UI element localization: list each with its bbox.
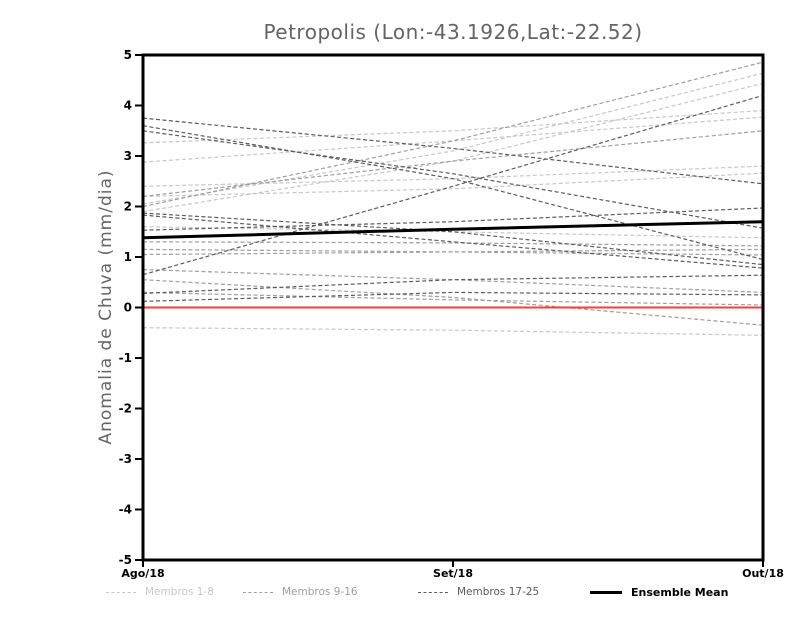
dashed-line-swatch — [418, 591, 448, 593]
member-line-member-4 — [142, 82, 764, 213]
member-line-member-16 — [142, 291, 764, 306]
y-tick-label: 2 — [124, 200, 132, 214]
x-tick-label: Out/18 — [742, 567, 784, 580]
legend-label: Membros 17-25 — [457, 586, 540, 598]
legend-label: Membros 1-8 — [145, 586, 214, 598]
member-line-member-13 — [142, 248, 764, 256]
member-line-member-19 — [142, 130, 764, 229]
member-line-member-21 — [142, 207, 764, 231]
y-tick-label: -3 — [119, 452, 132, 466]
y-axis-label: Anomalia de Chuva (mm/dia) — [96, 169, 116, 445]
member-line-member-10 — [142, 130, 764, 197]
member-line-member-6 — [142, 172, 764, 197]
y-tick-label: 1 — [124, 250, 132, 264]
member-line-member-18 — [142, 125, 764, 261]
member-line-member-8 — [142, 327, 764, 336]
member-line-member-12 — [142, 248, 764, 256]
member-line-member-24 — [142, 274, 764, 294]
member-line-member-7 — [142, 226, 764, 239]
y-tick-label: -5 — [119, 553, 132, 567]
x-tick-label: Ago/18 — [121, 567, 164, 580]
member-line-member-1 — [142, 109, 764, 144]
member-line-member-5 — [142, 165, 764, 187]
legend-item-membros-17-25: Membros 17-25 — [418, 585, 539, 599]
legend-item-membros-1-8: Membros 1-8 — [106, 585, 214, 599]
member-line-member-25 — [142, 291, 764, 302]
member-line-member-20 — [142, 94, 764, 276]
chart-legend: Membros 1-8 Membros 9-16 Membros 17-25 E… — [0, 585, 800, 603]
legend-label: Ensemble Mean — [631, 585, 729, 599]
dashed-line-swatch — [243, 591, 273, 593]
member-line-member-11 — [142, 241, 764, 247]
legend-item-ensemble-mean: Ensemble Mean — [590, 585, 728, 599]
legend-item-membros-9-16: Membros 9-16 — [243, 585, 358, 599]
y-tick-label: 4 — [124, 99, 132, 113]
y-tick-label: 0 — [124, 301, 132, 315]
legend-label: Membros 9-16 — [282, 586, 358, 598]
member-line-member-22 — [142, 212, 764, 266]
member-line-member-14 — [142, 269, 764, 293]
y-tick-label: 3 — [124, 149, 132, 163]
member-line-member-15 — [142, 279, 764, 326]
x-tick-label: Set/18 — [433, 567, 473, 580]
y-tick-label: 5 — [124, 48, 132, 62]
member-line-member-3 — [142, 72, 764, 205]
y-tick-label: -4 — [119, 503, 132, 517]
solid-line-swatch — [590, 590, 622, 594]
dashed-line-swatch — [106, 591, 136, 593]
ensemble-mean-line — [142, 220, 764, 240]
y-tick-label: -1 — [119, 351, 132, 365]
member-line-member-9 — [142, 61, 764, 208]
y-tick-label: -2 — [119, 402, 132, 416]
chart-title: Petropolis (Lon:-43.1926,Lat:-22.52) — [263, 20, 643, 44]
